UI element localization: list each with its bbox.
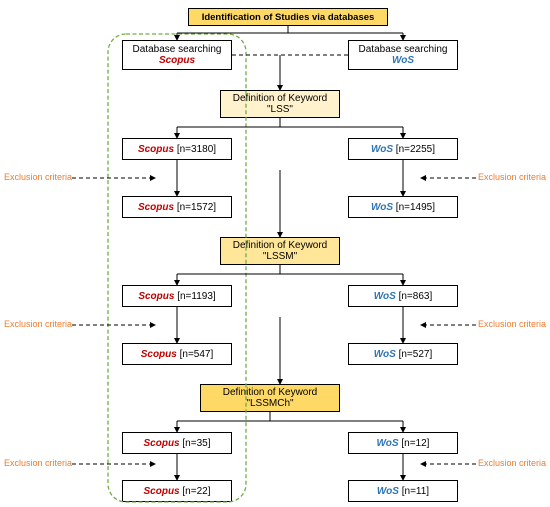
scopus-lbl: Scopus xyxy=(138,291,174,302)
wos-s3-after: WoS [n=11] xyxy=(348,480,458,502)
wos-s2-before: WoS [n=863] xyxy=(348,285,458,307)
keyword-box-3: Definition of Keyword "LSSMCh" xyxy=(200,384,340,412)
wos-s3-before: WoS [n=12] xyxy=(348,432,458,454)
s2-wos-before: [n=863] xyxy=(399,291,433,302)
wos-lbl: WoS xyxy=(374,291,396,302)
s2-scopus-before: [n=1193] xyxy=(177,291,215,302)
wos-lbl: WoS xyxy=(371,202,393,213)
s3-wos-before: [n=12] xyxy=(401,438,429,449)
excl-right-1: Exclusion criteria xyxy=(478,172,546,182)
db-scopus-name: Scopus xyxy=(159,55,195,66)
scopus-lbl: Scopus xyxy=(141,349,177,360)
scopus-s3-after: Scopus [n=22] xyxy=(122,480,232,502)
scopus-s1-after: Scopus [n=1572] xyxy=(122,196,232,218)
wos-s1-after: WoS [n=1495] xyxy=(348,196,458,218)
s1-wos-after: [n=1495] xyxy=(396,202,435,213)
db-wos-label: Database searching xyxy=(359,44,448,55)
scopus-s2-after: Scopus [n=547] xyxy=(122,343,232,365)
wos-s1-before: WoS [n=2255] xyxy=(348,138,458,160)
kw1-label: Definition of Keyword xyxy=(233,93,328,104)
s2-wos-after: [n=527] xyxy=(399,349,433,360)
db-wos-name: WoS xyxy=(392,55,414,66)
title-box: Identification of Studies via databases xyxy=(188,8,388,26)
excl-left-3: Exclusion criteria xyxy=(4,458,72,468)
wos-lbl: WoS xyxy=(374,349,396,360)
s2-scopus-after: [n=547] xyxy=(180,349,214,360)
kw2-label: Definition of Keyword xyxy=(233,240,328,251)
excl-right-3: Exclusion criteria xyxy=(478,458,546,468)
kw1-kw: "LSS" xyxy=(267,104,293,115)
scopus-s1-before: Scopus [n=3180] xyxy=(122,138,232,160)
s3-scopus-after: [n=22] xyxy=(182,486,210,497)
wos-lbl: WoS xyxy=(377,438,399,449)
keyword-box-1: Definition of Keyword "LSS" xyxy=(220,90,340,118)
kw3-kw: "LSSMCh" xyxy=(246,398,293,409)
db-scopus-label: Database searching xyxy=(133,44,222,55)
s3-scopus-before: [n=35] xyxy=(182,438,210,449)
wos-lbl: WoS xyxy=(371,144,393,155)
scopus-lbl: Scopus xyxy=(138,144,174,155)
excl-right-2: Exclusion criteria xyxy=(478,319,546,329)
db-wos-box: Database searching WoS xyxy=(348,40,458,70)
scopus-lbl: Scopus xyxy=(144,486,180,497)
scopus-s3-before: Scopus [n=35] xyxy=(122,432,232,454)
s1-scopus-before: [n=3180] xyxy=(177,144,216,155)
wos-lbl: WoS xyxy=(377,486,399,497)
excl-left-1: Exclusion criteria xyxy=(4,172,72,182)
title-text: Identification of Studies via databases xyxy=(202,12,375,23)
kw3-label: Definition of Keyword xyxy=(223,387,318,398)
keyword-box-2: Definition of Keyword "LSSM" xyxy=(220,237,340,265)
s1-scopus-after: [n=1572] xyxy=(177,202,216,213)
db-scopus-box: Database searching Scopus xyxy=(122,40,232,70)
kw2-kw: "LSSM" xyxy=(263,251,297,262)
scopus-lbl: Scopus xyxy=(144,438,180,449)
excl-left-2: Exclusion criteria xyxy=(4,319,72,329)
scopus-s2-before: Scopus [n=1193] xyxy=(122,285,232,307)
scopus-lbl: Scopus xyxy=(138,202,174,213)
s1-wos-before: [n=2255] xyxy=(396,144,435,155)
s3-wos-after: [n=11] xyxy=(402,486,429,497)
wos-s2-after: WoS [n=527] xyxy=(348,343,458,365)
